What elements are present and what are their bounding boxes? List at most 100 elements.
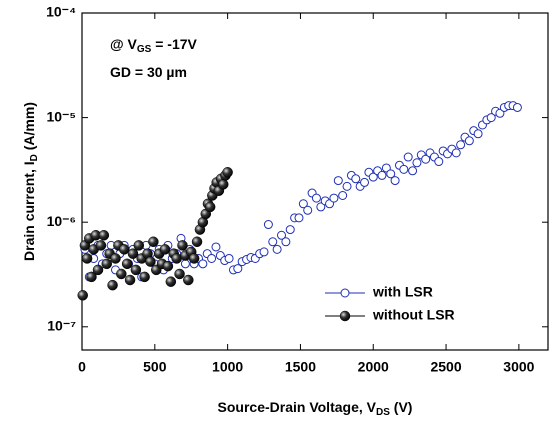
marker [121, 258, 133, 270]
marker [207, 253, 217, 263]
marker [412, 158, 422, 168]
marker [311, 193, 321, 203]
marker [333, 176, 343, 186]
marker [159, 244, 171, 255]
marker [116, 268, 127, 280]
marker [399, 164, 409, 174]
marker [329, 193, 339, 203]
marker [403, 152, 413, 162]
marker [162, 260, 174, 272]
marker [77, 290, 88, 301]
annotation-sub: GS [137, 44, 152, 55]
marker [204, 201, 216, 213]
x-tick-label: 1500 [285, 359, 316, 375]
marker [101, 258, 113, 270]
marker [285, 225, 295, 235]
marker [110, 253, 121, 264]
legend-label: without LSR [372, 307, 455, 323]
marker [139, 271, 150, 283]
marker [211, 242, 221, 252]
annotation: GD = 30 µm [110, 64, 187, 80]
marker [456, 140, 466, 150]
y-axis-label-main: Drain current, I [21, 161, 37, 261]
series [77, 167, 233, 301]
marker [512, 102, 522, 112]
marker [368, 172, 378, 182]
marker [268, 237, 278, 247]
marker [198, 259, 208, 269]
marker [233, 264, 243, 274]
marker [171, 253, 182, 264]
marker [188, 253, 200, 264]
marker [183, 274, 194, 286]
marker [381, 163, 391, 173]
marker [451, 148, 461, 158]
x-tick-label: 2500 [430, 359, 461, 375]
marker [408, 166, 418, 176]
marker [464, 136, 474, 146]
annotation-main: @ V [110, 36, 138, 52]
marker [386, 169, 396, 179]
legend-marker [340, 288, 350, 298]
marker [130, 264, 142, 276]
marker [118, 244, 130, 255]
legend-marker [339, 310, 351, 322]
y-tick-label: 10⁻⁶ [47, 213, 76, 229]
marker [127, 248, 139, 259]
y-tick-label: 10⁻⁴ [46, 4, 76, 20]
marker [316, 202, 326, 212]
marker [259, 247, 269, 257]
marker [124, 274, 136, 286]
marker [338, 190, 348, 200]
plot-frame [81, 12, 549, 351]
marker [390, 176, 400, 186]
x-tick-label: 0 [78, 359, 86, 375]
marker [473, 129, 483, 139]
marker [272, 244, 282, 254]
marker [95, 240, 107, 251]
annotation: @ VGS = -17V [110, 36, 198, 55]
y-tick-label: 10⁻⁵ [46, 108, 76, 124]
x-tick-label: 1000 [212, 359, 243, 375]
x-axis-label: Source-Drain Voltage, VDS (V) [218, 399, 413, 418]
marker [281, 237, 291, 247]
marker [421, 154, 431, 164]
y-axis-label: Drain current, ID (A/mm) [21, 102, 40, 261]
marker [303, 205, 313, 215]
annotation-rest: = -17V [151, 36, 197, 52]
marker [86, 271, 97, 283]
marker [360, 177, 370, 187]
marker [174, 268, 185, 280]
marker [92, 264, 104, 276]
marker [107, 279, 118, 291]
x-tick-label: 500 [143, 359, 167, 375]
marker [486, 113, 496, 123]
x-axis-label-rest: (V) [390, 399, 413, 415]
annotation-main: GD = 30 µm [110, 64, 187, 80]
marker [434, 157, 444, 167]
x-tick-label: 3000 [503, 359, 534, 375]
marker [294, 213, 304, 223]
marker [145, 256, 156, 267]
marker [277, 230, 287, 240]
marker [263, 220, 273, 230]
marker [165, 276, 177, 287]
marker [180, 259, 190, 269]
y-axis-label-sub: D [29, 154, 40, 161]
x-axis-label-sub: DS [376, 407, 390, 418]
marker [377, 170, 387, 180]
marker [148, 236, 159, 248]
marker [191, 236, 203, 248]
marker [298, 199, 308, 209]
y-tick-label: 10⁻⁷ [47, 317, 76, 333]
x-axis-label-main: Source-Drain Voltage, V [218, 399, 377, 415]
marker [351, 174, 361, 184]
marker [98, 230, 110, 241]
marker [81, 253, 93, 264]
legend-label: with LSR [372, 284, 433, 300]
marker [177, 240, 188, 251]
y-axis-label-rest: (A/mm) [21, 102, 37, 154]
marker [222, 167, 233, 178]
